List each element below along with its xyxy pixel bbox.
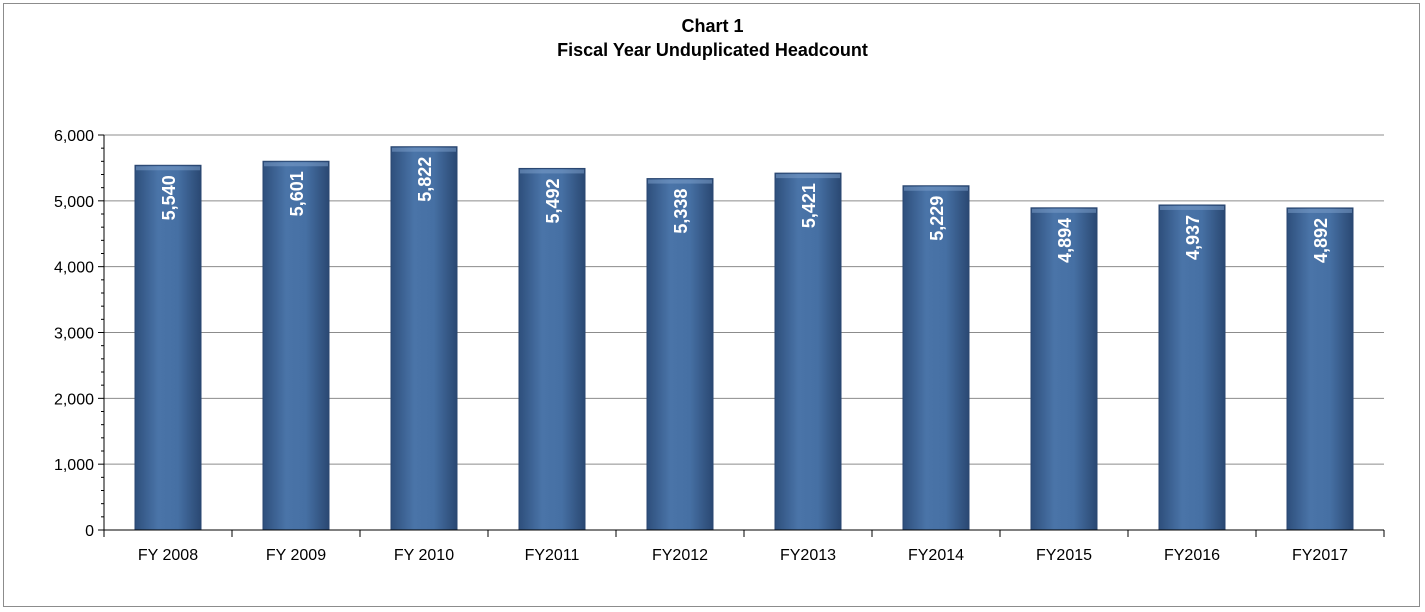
x-tick-label: FY2011 bbox=[525, 547, 580, 564]
bar-value-label: 4,892 bbox=[1311, 218, 1331, 263]
bar-value-label: 5,822 bbox=[415, 157, 435, 202]
y-tick-label: 4,000 bbox=[54, 260, 94, 277]
bar-highlight bbox=[1160, 205, 1224, 210]
bar-highlight bbox=[136, 166, 200, 171]
chart-subtitle: Fiscal Year Unduplicated Headcount bbox=[557, 40, 868, 60]
bar-value-label: 4,894 bbox=[1055, 218, 1075, 263]
bar-highlight bbox=[776, 174, 840, 179]
y-tick-label: 6,000 bbox=[54, 128, 94, 145]
y-tick-label: 1,000 bbox=[54, 457, 94, 474]
bar-highlight bbox=[392, 147, 456, 152]
bar-value-label: 4,937 bbox=[1183, 215, 1203, 260]
y-tick-label: 0 bbox=[85, 523, 94, 540]
y-tick-label: 2,000 bbox=[54, 391, 94, 408]
bars bbox=[134, 146, 1354, 531]
bar-value-label: 5,229 bbox=[927, 196, 947, 241]
bar bbox=[1030, 207, 1098, 531]
x-tick-label: FY2014 bbox=[908, 547, 964, 564]
y-tick-label: 5,000 bbox=[54, 194, 94, 211]
x-tick-label: FY2016 bbox=[1164, 547, 1220, 564]
axes bbox=[98, 134, 1385, 537]
labels: 0 1,000 2,000 3,000 4,000 5,000 6,000 5,540 FY 2… bbox=[54, 128, 1348, 564]
bar-highlight bbox=[1288, 208, 1352, 213]
bar bbox=[518, 167, 586, 531]
bar-highlight bbox=[264, 162, 328, 167]
bar bbox=[1286, 207, 1354, 531]
bar-value-label: 5,421 bbox=[799, 183, 819, 228]
bar bbox=[774, 172, 842, 531]
bar bbox=[1158, 204, 1226, 531]
bar bbox=[134, 164, 202, 531]
x-tick-label: FY 2008 bbox=[138, 547, 198, 564]
x-tick-label: FY 2009 bbox=[266, 547, 326, 564]
x-tick-label: FY2012 bbox=[652, 547, 708, 564]
bar bbox=[902, 185, 970, 531]
y-tick-label: 3,000 bbox=[54, 326, 94, 343]
x-tick-label: FY2013 bbox=[780, 547, 836, 564]
x-tick-label: FY 2010 bbox=[394, 547, 454, 564]
bar bbox=[262, 160, 330, 531]
bar-highlight bbox=[904, 186, 968, 191]
bar-highlight bbox=[648, 179, 712, 184]
bar bbox=[646, 178, 714, 531]
bar-highlight bbox=[520, 169, 584, 174]
bar-highlight bbox=[1032, 208, 1096, 213]
bar-value-label: 5,338 bbox=[671, 189, 691, 234]
bar-value-label: 5,540 bbox=[159, 175, 179, 220]
x-tick-label: FY2017 bbox=[1292, 547, 1348, 564]
bar-value-label: 5,601 bbox=[287, 171, 307, 216]
x-tick-label: FY2015 bbox=[1036, 547, 1092, 564]
bar-value-label: 5,492 bbox=[543, 178, 563, 223]
chart-title: Chart 1 bbox=[681, 16, 744, 36]
bar bbox=[390, 146, 458, 531]
